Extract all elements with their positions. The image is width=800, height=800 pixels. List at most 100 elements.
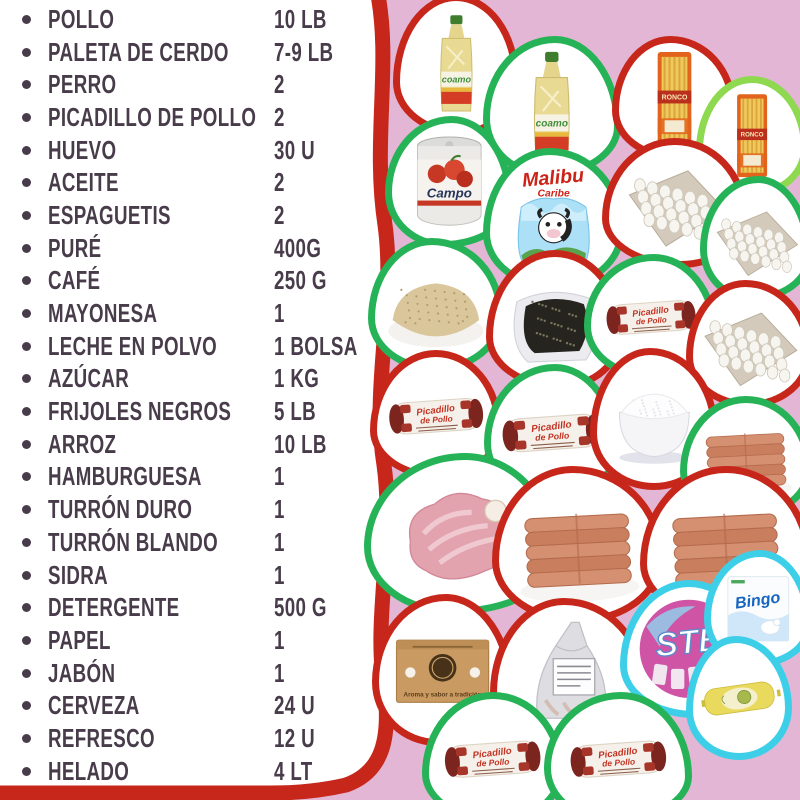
- shopping-list: POLLO 10 LB PALETA DE CERDO 7-9 LB PERRO 2 PIC…: [22, 3, 374, 788]
- list-panel: [0, 0, 388, 786]
- svg-text:Picadillo: Picadillo: [597, 746, 637, 762]
- item-name: PICADILLO DE POLLO: [48, 101, 257, 132]
- list-item: PAPEL 1: [22, 624, 374, 657]
- item-qty: 400G: [274, 232, 322, 263]
- bingo-box-icon: Bingo: [727, 576, 789, 642]
- item-name: ACEITE: [48, 167, 119, 198]
- hot-dog-pack-2: [492, 466, 664, 624]
- svg-text:Malibu: Malibu: [522, 165, 586, 192]
- list-item: PALETA DE CERDO 7-9 LB: [22, 36, 374, 69]
- bullet-dot: [22, 243, 31, 253]
- item-name: REFRESCO: [48, 722, 155, 753]
- item-name: MAYONESA: [48, 298, 158, 329]
- item-name: PAPEL: [48, 624, 111, 655]
- item-qty: 500 G: [274, 592, 327, 623]
- svg-text:de Pollo: de Pollo: [636, 315, 667, 326]
- svg-text:Picadillo: Picadillo: [632, 304, 670, 318]
- list-item: HELADO 4 LT: [22, 755, 374, 788]
- item-qty: 30 U: [274, 134, 315, 165]
- item-name: ESPAGUETIS: [48, 199, 171, 230]
- item-qty: 1: [274, 559, 285, 590]
- list-item: REFRESCO 12 U: [22, 722, 374, 755]
- rice-pile-icon: [388, 283, 484, 348]
- svg-text:de Pollo: de Pollo: [477, 756, 511, 768]
- item-qty: 1: [274, 657, 285, 688]
- svg-text:RONCO: RONCO: [661, 94, 687, 101]
- item-name: TURRÓN DURO: [48, 494, 193, 525]
- list-item: PERRO 2: [22, 68, 374, 101]
- item-qty: 1: [274, 526, 285, 557]
- item-name: HELADO: [48, 755, 130, 786]
- item-qty: 1: [274, 298, 285, 329]
- list-item: TURRÓN DURO 1: [22, 493, 374, 526]
- bullet-dot: [22, 210, 31, 220]
- bullet-dot: [22, 80, 31, 90]
- list-item: CERVEZA 24 U: [22, 689, 374, 722]
- plastic-bag-icon: [536, 621, 607, 720]
- item-name: FRIJOLES NEGROS: [48, 396, 232, 427]
- item-name: CAFÉ: [48, 265, 101, 296]
- item-name: DETERGENTE: [48, 592, 180, 623]
- list-item: AZÚCAR 1 KG: [22, 363, 374, 396]
- picadillo-roll-5: Picadillo de Pollo: [544, 692, 692, 800]
- item-name: PERRO: [48, 69, 117, 100]
- sugar-bowl-icon: [618, 393, 690, 465]
- list-item: ARROZ 10 LB: [22, 428, 374, 461]
- svg-text:RONCO: RONCO: [741, 132, 764, 139]
- bullet-dot: [22, 178, 31, 188]
- oil-bottle-icon: coamo: [439, 15, 473, 112]
- bullet-dot: [22, 668, 31, 678]
- svg-text:Picadillo: Picadillo: [531, 419, 573, 435]
- list-item: PURÉ 400G: [22, 232, 374, 265]
- hotdog-pack-icon: [520, 513, 640, 603]
- egg-tray-1: [602, 138, 748, 268]
- item-name: CERVEZA: [48, 690, 140, 721]
- item-name: JABÓN: [48, 657, 116, 688]
- item-qty: 250 G: [274, 265, 327, 296]
- list-item: POLLO 10 LB: [22, 3, 374, 36]
- bullet-dot: [22, 635, 31, 645]
- item-name: HUEVO: [48, 134, 117, 165]
- bullet-dot: [22, 537, 31, 547]
- item-qty: 1: [274, 624, 285, 655]
- bullet-dot: [22, 341, 31, 351]
- svg-text:coamo: coamo: [441, 75, 471, 85]
- list-item: HAMBURGUESA 1: [22, 461, 374, 494]
- svg-text:Picadillo: Picadillo: [472, 746, 512, 762]
- guava-bar: [686, 636, 792, 760]
- bullet-dot: [22, 766, 31, 776]
- picadillo-roll-4: Picadillo de Pollo: [422, 692, 564, 800]
- svg-text:coamo: coamo: [536, 119, 568, 130]
- item-name: PALETA DE CERDO: [48, 36, 229, 67]
- list-item: ACEITE 2: [22, 166, 374, 199]
- spaghetti-pack-icon: RONCO: [657, 51, 691, 145]
- item-qty: 12 U: [274, 722, 315, 753]
- svg-text:Picadillo: Picadillo: [416, 402, 456, 418]
- bullet-dot: [22, 505, 31, 515]
- bullet-dot: [22, 309, 31, 319]
- item-name: TURRÓN BLANDO: [48, 526, 219, 557]
- list-item: SIDRA 1: [22, 559, 374, 592]
- picadillo-roll-icon: Picadillo de Pollo: [606, 299, 696, 335]
- bullet-dot: [22, 112, 31, 122]
- bullet-dot: [22, 701, 31, 711]
- svg-text:Aroma y sabor a tradición: Aroma y sabor a tradición: [404, 691, 482, 698]
- item-qty: 2: [274, 101, 285, 132]
- svg-text:Campo: Campo: [426, 185, 471, 200]
- list-item: JABÓN 1: [22, 657, 374, 690]
- svg-text:Caribe: Caribe: [538, 189, 570, 200]
- item-qty: 10 LB: [274, 3, 327, 34]
- cardboard-box-icon: Aroma y sabor a tradición: [396, 639, 490, 703]
- bullet-dot: [22, 47, 31, 57]
- item-name: ARROZ: [48, 428, 117, 459]
- list-item: CAFÉ 250 G: [22, 265, 374, 298]
- bullet-dot: [22, 472, 31, 482]
- svg-text:de Pollo: de Pollo: [420, 413, 453, 425]
- bullet-dot: [22, 733, 31, 743]
- item-name: LECHE EN POLVO: [48, 330, 218, 361]
- bullet-dot: [22, 374, 31, 384]
- list-item: ESPAGUETIS 2: [22, 199, 374, 232]
- bullet-dot: [22, 145, 31, 155]
- item-name: AZÚCAR: [48, 363, 130, 394]
